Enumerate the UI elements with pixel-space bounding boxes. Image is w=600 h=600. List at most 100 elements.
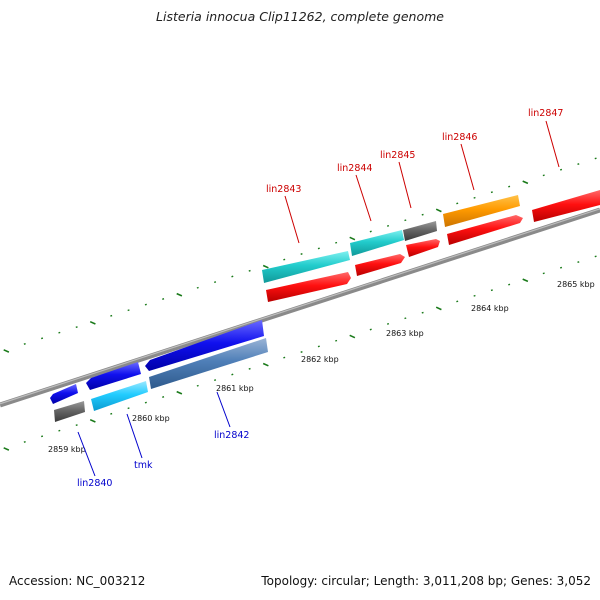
label-lin2846[interactable]: lin2846 — [442, 132, 477, 143]
tick-lower-8 — [144, 401, 147, 404]
tick-lower-22 — [386, 322, 390, 325]
label-leaders — [77, 120, 560, 477]
tick-upper-34 — [594, 157, 597, 160]
accession-text: Accession: NC_003212 — [9, 574, 146, 588]
tick-lower-28 — [490, 289, 493, 292]
tick-upper-28 — [490, 191, 493, 194]
tick-upper-19 — [335, 241, 338, 244]
tick-upper-13 — [231, 275, 234, 278]
tick-upper-26 — [456, 202, 459, 205]
scale-labels: 2859 kbp 2860 kbp 2861 kbp 2862 kbp 2863… — [48, 280, 595, 454]
gene-tmk-arrow[interactable] — [91, 381, 148, 411]
tick-upper-30 — [522, 180, 529, 185]
tick-lower-16 — [283, 356, 286, 359]
gene-labels: lin2843 lin2844 lin2845 lin2846 lin2847 … — [77, 108, 563, 489]
tick-upper-24 — [421, 213, 424, 216]
tick-lower-34 — [594, 255, 597, 258]
tick-lower-27 — [473, 294, 476, 297]
tick-lower-1 — [23, 441, 26, 443]
kbp-2863: 2863 kbp — [386, 329, 424, 338]
tick-upper-21 — [369, 230, 372, 233]
tick-lower-18 — [317, 345, 320, 348]
tick-lower-21 — [369, 328, 372, 331]
label-tmk[interactable]: tmk — [134, 460, 153, 471]
tick-upper-11 — [196, 286, 199, 289]
label-lin2845[interactable]: lin2845 — [380, 150, 415, 161]
tick-lower-19 — [335, 339, 338, 342]
reverse-strand-genes — [50, 320, 268, 422]
tick-lower-7 — [127, 407, 130, 410]
tick-lower-23 — [404, 317, 407, 320]
genome-summary-text: Topology: circular; Length: 3,011,208 bp… — [261, 574, 591, 588]
tick-lower-5 — [89, 418, 96, 423]
tick-lower-33 — [577, 261, 580, 263]
gene-red-arrow-4[interactable] — [447, 215, 523, 245]
tick-upper-3 — [58, 331, 61, 334]
tick-row-upper — [3, 157, 597, 353]
tick-upper-8 — [144, 303, 147, 306]
tick-upper-10 — [176, 292, 183, 297]
tick-upper-29 — [508, 185, 511, 188]
tick-lower-29 — [508, 283, 511, 286]
tick-upper-4 — [75, 326, 78, 329]
tick-upper-12 — [213, 281, 217, 284]
kbp-2861: 2861 kbp — [216, 384, 254, 393]
tick-upper-5 — [89, 320, 96, 325]
tick-upper-6 — [110, 314, 113, 317]
tick-upper-22 — [386, 224, 390, 227]
gene-lin2843-arrow[interactable] — [262, 251, 350, 283]
gene-red-arrow-2[interactable] — [355, 254, 405, 276]
tick-lower-32 — [560, 266, 563, 269]
gene-lin2842-arrow[interactable] — [149, 338, 268, 389]
tick-lower-11 — [196, 384, 199, 387]
tick-lower-9 — [162, 396, 165, 398]
gene-lin2840-arrow[interactable] — [54, 401, 85, 422]
gene-blue-arrow-1[interactable] — [50, 384, 78, 404]
tick-upper-0 — [3, 349, 10, 353]
tick-upper-16 — [283, 258, 286, 261]
label-lin2843[interactable]: lin2843 — [266, 184, 301, 195]
tick-upper-7 — [127, 309, 130, 312]
kbp-2865: 2865 kbp — [557, 280, 595, 289]
tick-lower-2 — [41, 435, 44, 438]
tick-lower-26 — [456, 300, 459, 303]
tick-lower-3 — [58, 429, 61, 432]
gene-lin2845-arrow[interactable] — [403, 221, 437, 241]
label-lin2844[interactable]: lin2844 — [337, 163, 372, 174]
label-lin2842[interactable]: lin2842 — [214, 430, 249, 441]
tick-lower-31 — [542, 272, 545, 275]
tick-lower-4 — [75, 424, 78, 427]
tick-lower-20 — [349, 334, 356, 339]
tick-upper-23 — [404, 219, 407, 222]
kbp-2864: 2864 kbp — [471, 304, 509, 313]
kbp-2862: 2862 kbp — [301, 355, 339, 364]
tick-upper-31 — [542, 174, 545, 177]
kbp-2859: 2859 kbp — [48, 445, 86, 454]
tick-upper-18 — [317, 247, 320, 250]
gene-red-arrow-3[interactable] — [406, 239, 440, 257]
gene-blue-arrow-2[interactable] — [86, 362, 141, 390]
tick-upper-9 — [162, 298, 165, 300]
tick-lower-15 — [262, 362, 269, 367]
tick-lower-6 — [110, 412, 113, 415]
gene-lin2846-arrow[interactable] — [443, 195, 520, 227]
tick-lower-17 — [300, 351, 303, 353]
tick-lower-24 — [421, 311, 424, 314]
tick-row-lower — [3, 255, 597, 451]
tick-upper-32 — [560, 168, 563, 171]
gene-red-arrow-1[interactable] — [266, 272, 351, 302]
tick-upper-20 — [349, 236, 356, 241]
tick-lower-0 — [3, 447, 10, 451]
tick-lower-30 — [522, 278, 529, 283]
tick-upper-27 — [473, 196, 476, 199]
tick-lower-12 — [213, 379, 217, 382]
genome-title: Listeria innocua Clip11262, complete gen… — [156, 9, 444, 24]
tick-upper-15 — [262, 264, 269, 269]
gene-lin2847-arrow[interactable] — [532, 190, 600, 222]
gene-lin2844-arrow[interactable] — [350, 230, 404, 256]
label-lin2840[interactable]: lin2840 — [77, 478, 112, 489]
label-lin2847[interactable]: lin2847 — [528, 108, 563, 119]
gene-blue-arrow-3[interactable] — [145, 320, 264, 371]
